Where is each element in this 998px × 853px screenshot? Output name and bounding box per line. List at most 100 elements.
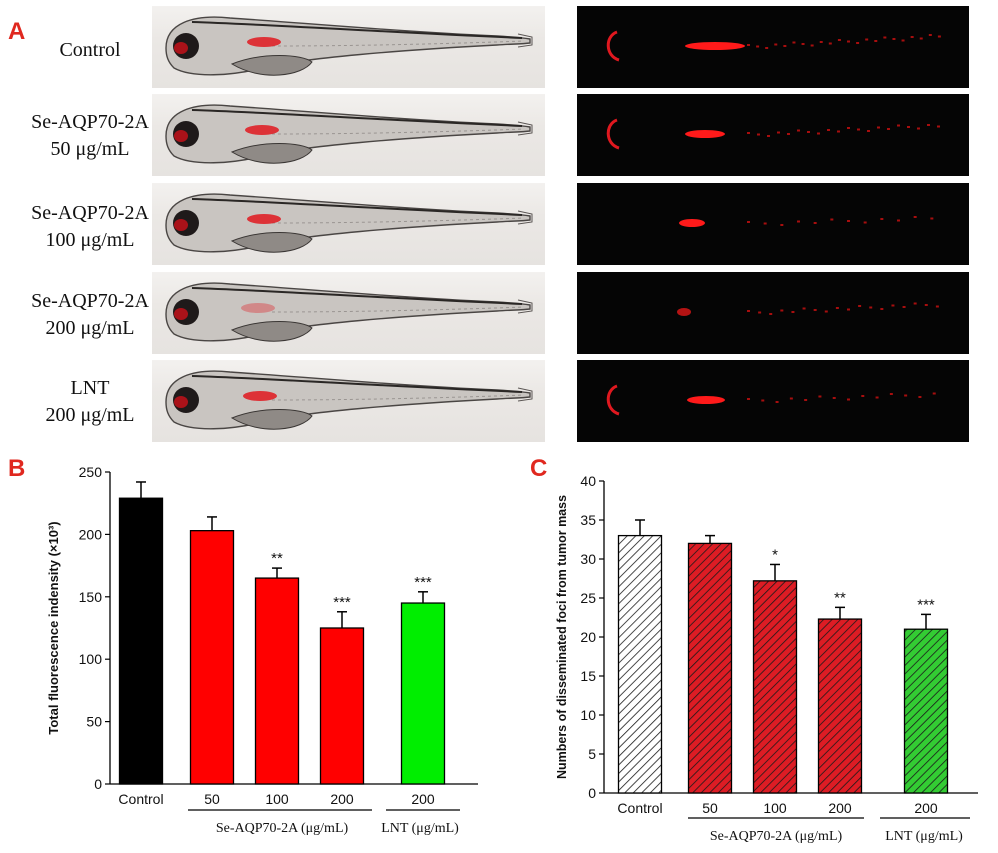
panel-a-label: A: [8, 18, 26, 45]
fish-myomeres: [271, 40, 525, 47]
x-tick-label: 100: [763, 800, 787, 816]
fluorescence-image-50: [577, 94, 969, 176]
fish-eye-fluorescence: [174, 42, 188, 54]
brightfield-image-lnt: [152, 360, 545, 442]
y-tick-label: 10: [580, 707, 596, 723]
y-tick-label: 200: [79, 526, 103, 542]
disseminated-focus: [777, 131, 780, 134]
significance-marker: ***: [917, 596, 935, 613]
fish-tumor-fluorescence: [243, 391, 277, 401]
fish-myomeres: [271, 217, 525, 224]
disseminated-focus: [810, 44, 814, 47]
y-tick-label: 5: [588, 746, 596, 762]
fluorescence-drawing: [606, 384, 936, 416]
panel-b-label: B: [8, 455, 26, 482]
fish-eye-fluorescence: [174, 219, 188, 231]
bar: [817, 618, 863, 794]
fluorescence-image-lnt: [577, 360, 969, 442]
x-tick-label: 200: [411, 791, 435, 807]
group-label-lnt: LNT (μg/mL): [885, 829, 963, 844]
fluorescence-image-control: [577, 6, 969, 88]
fish-eye-fluorescence: [174, 308, 188, 320]
disseminated-focus: [927, 124, 930, 126]
y-tick-label: 15: [580, 668, 596, 684]
zebrafish-drawing: [165, 104, 533, 164]
disseminated-focus: [824, 310, 828, 313]
brightfield-image-control: [152, 6, 545, 88]
disseminated-focus: [867, 130, 870, 132]
bar: [400, 602, 446, 785]
disseminated-focus: [874, 40, 878, 42]
fish-dorsal-line: [191, 109, 523, 127]
disseminated-focus: [837, 39, 841, 41]
disseminated-focus: [892, 38, 896, 40]
fluorescence-drawing: [677, 302, 939, 316]
fish-tumor-fluorescence: [247, 37, 281, 47]
y-tick-label: 30: [580, 551, 596, 567]
disseminated-focus: [857, 128, 860, 131]
disseminated-focus: [780, 224, 784, 226]
disseminated-focus: [757, 133, 760, 136]
fluorescence-image-100: [577, 183, 969, 265]
disseminated-focus: [863, 221, 867, 224]
fish-yolk: [230, 409, 313, 430]
y-tick-label: 25: [580, 590, 596, 606]
disseminated-focus: [802, 307, 806, 310]
brightfield-image-100: [152, 183, 545, 265]
disseminated-focus: [791, 311, 795, 313]
disseminated-focus: [763, 222, 767, 225]
x-tick-label: 50: [204, 791, 220, 807]
disseminated-focus: [928, 34, 932, 36]
fish-tail: [517, 299, 533, 314]
fish-eye-fluorescence: [174, 130, 188, 142]
disseminated-focus: [861, 395, 865, 397]
fish-myomeres: [271, 306, 525, 313]
zebrafish-drawing: [165, 282, 533, 342]
bar: [687, 542, 733, 794]
disseminated-focus: [828, 42, 832, 45]
y-tick-label: 20: [580, 629, 596, 645]
disseminated-focus: [769, 313, 773, 315]
fluorescence-drawing: [679, 216, 934, 227]
disseminated-focus: [913, 216, 917, 218]
tumor-mass-signal: [687, 396, 725, 404]
disseminated-focus: [747, 132, 750, 134]
zebrafish-drawing: [165, 370, 533, 430]
disseminated-focus: [819, 41, 823, 43]
disseminated-focus: [858, 305, 862, 307]
bar: [319, 627, 365, 785]
disseminated-focus: [797, 220, 800, 223]
y-axis-title: Total fluorescence indensity (×10³): [46, 521, 61, 734]
disseminated-focus: [869, 306, 873, 309]
disseminated-focus: [804, 399, 808, 401]
group-label-lnt: LNT (μg/mL): [381, 821, 459, 836]
tumor-mass-signal: [685, 42, 745, 50]
fish-yolk: [230, 321, 313, 342]
bar: [254, 577, 300, 785]
disseminated-focus: [918, 396, 922, 398]
fish-myomeres: [271, 394, 525, 401]
disseminated-focus: [935, 305, 939, 308]
y-tick-label: 250: [79, 464, 103, 480]
disseminated-focus: [835, 307, 839, 309]
disseminated-focus: [880, 308, 884, 310]
disseminated-focus: [907, 126, 910, 128]
bar: [903, 628, 949, 794]
x-tick-label: Control: [118, 791, 163, 807]
disseminated-focus: [832, 397, 836, 399]
row-label-lnt: LNT 200 μg/mL: [45, 377, 135, 426]
row-label-100: Se-AQP70-2A 100 μg/mL: [31, 202, 149, 251]
disseminated-focus: [813, 222, 817, 224]
disseminated-focus: [789, 397, 793, 400]
disseminated-focus: [807, 131, 810, 133]
disseminated-focus: [787, 133, 790, 135]
fish-tumor-fluorescence: [247, 214, 281, 224]
disseminated-focus: [937, 35, 941, 38]
significance-marker: **: [271, 550, 283, 567]
disseminated-focus: [780, 309, 784, 312]
fish-tail: [517, 387, 533, 402]
significance-marker: *: [772, 546, 778, 563]
x-tick-label: 200: [828, 800, 852, 816]
disseminated-focus: [758, 311, 762, 314]
